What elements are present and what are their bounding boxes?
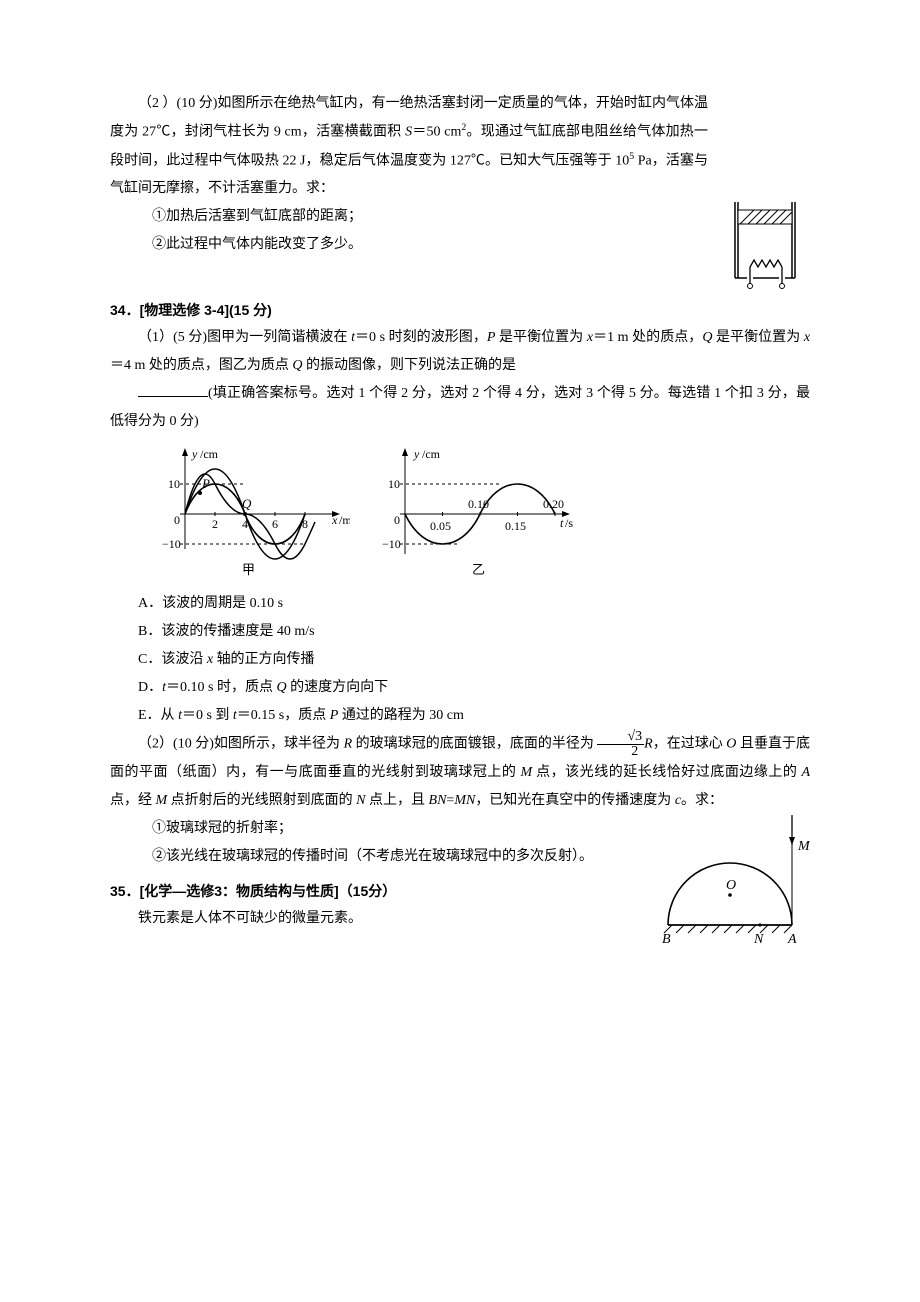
q33-2-sub2: ②此过程中气体内能改变了多少。 — [110, 231, 708, 259]
d2: ＝0.10 s 时，质点 — [166, 680, 276, 695]
e1: E．从 — [138, 708, 178, 723]
svg-text:4: 4 — [242, 517, 248, 531]
MN1: MN — [454, 793, 475, 808]
Q-sym-1: Q — [702, 330, 712, 345]
g1: （2）(10 分)如图所示，球半径为 — [138, 737, 344, 752]
svg-text:/m: /m — [339, 513, 350, 527]
optC: C．该波沿 x 轴的正方向传播 — [110, 646, 810, 674]
q33-2-block: （2 ）(10 分)如图所示在绝热气缸内，有一绝热活塞封闭一定质量的气体，开始时… — [110, 90, 810, 290]
optA: A．该波的周期是 0.10 s — [110, 590, 810, 618]
t6: ＝4 m 处的质点，图乙为质点 — [110, 358, 292, 373]
svg-text:B: B — [662, 932, 671, 947]
S-eq: ＝50 cm — [412, 125, 461, 140]
q34-header: 34．[物理选修 3-4](15 分) — [110, 296, 810, 324]
q33-2-sub1: ①加热后活塞到气缸底部的距离； — [110, 203, 708, 231]
g6: 点，经 — [110, 793, 156, 808]
svg-text:O: O — [726, 878, 736, 893]
R1: R — [344, 737, 353, 752]
svg-text:0.05: 0.05 — [430, 519, 451, 533]
svg-text:−10: −10 — [162, 537, 181, 551]
svg-text:N: N — [753, 932, 764, 947]
svg-text:0.20: 0.20 — [543, 497, 564, 511]
g8: 点上，且 — [366, 793, 429, 808]
chart-yi: y/cm t/s 10 0 −10 0.05 0.10 0.15 0.20 乙 — [370, 444, 580, 584]
piston-figure — [720, 200, 810, 290]
svg-text:t: t — [560, 516, 564, 530]
optD: D．t＝0.10 s 时，质点 Q 的速度方向向下 — [110, 674, 810, 702]
e4: 通过的路程为 30 cm — [338, 708, 464, 723]
answer-blank[interactable] — [138, 382, 208, 397]
frac-r: √32 — [597, 730, 644, 759]
g7: 点折射后的光线照射到底面的 — [167, 793, 356, 808]
svg-text:0: 0 — [394, 513, 400, 527]
M1: M — [520, 765, 532, 780]
optE: E．从 t＝0 s 到 t＝0.15 s，质点 P 通过的路程为 30 cm — [110, 702, 810, 730]
svg-text:0.10: 0.10 — [468, 497, 489, 511]
q34-2-para: （2）(10 分)如图所示，球半径为 R 的玻璃球冠的底面镀银，底面的半径为 √… — [110, 730, 810, 815]
g9: ，已知光在真空中的传播速度为 — [475, 793, 675, 808]
svg-text:0.15: 0.15 — [505, 519, 526, 533]
svg-text:A: A — [787, 932, 797, 947]
q34-2-sub-row: ①玻璃球冠的折射率； ②该光线在玻璃球冠的传播时间（不考虑光在玻璃球冠中的多次反… — [110, 815, 810, 950]
A1: A — [801, 765, 810, 780]
svg-text:6: 6 — [272, 517, 278, 531]
g2: 的玻璃球冠的底面镀银，底面的半径为 — [352, 737, 597, 752]
t5: 是平衡位置为 — [712, 330, 803, 345]
hint-text: (填正确答案标号。选对 1 个得 2 分，选对 2 个得 4 分，选对 3 个得… — [110, 386, 810, 429]
svg-text:10: 10 — [388, 477, 400, 491]
Q-sym-2: Q — [292, 358, 302, 373]
optB: B．该波的传播速度是 40 m/s — [110, 618, 810, 646]
svg-text:0: 0 — [174, 513, 180, 527]
q35-header: 35．[化学—选修3：物质结构与性质]（15分） — [110, 877, 638, 905]
svg-text:乙: 乙 — [472, 562, 485, 577]
t3: 是平衡位置为 — [495, 330, 586, 345]
N1: N — [356, 793, 365, 808]
dome-figure: M O B N A — [650, 815, 810, 950]
wave-charts: y/cm x/m 10 0 −10 2 4 6 8 P Q 甲 — [150, 444, 810, 584]
t2: ＝0 s 时刻的波形图， — [355, 330, 487, 345]
svg-text:Q: Q — [242, 496, 252, 511]
e2: ＝0 s 到 — [182, 708, 233, 723]
svg-text:/s: /s — [565, 516, 573, 530]
svg-text:8: 8 — [302, 517, 308, 531]
g10: 。求： — [681, 793, 723, 808]
svg-text:甲: 甲 — [242, 562, 255, 577]
g5: 点，该光线的延长线恰好过底面边缘上的 — [532, 765, 801, 780]
M2: M — [156, 793, 168, 808]
svg-text:M: M — [797, 839, 810, 854]
q34-2-sub2: ②该光线在玻璃球冠的传播时间（不考虑光在玻璃球冠中的多次反射）。 — [110, 843, 638, 871]
g3: ，在过球心 — [653, 737, 727, 752]
q34-1-hint: (填正确答案标号。选对 1 个得 2 分，选对 2 个得 4 分，选对 3 个得… — [110, 380, 810, 436]
svg-text:y: y — [413, 447, 420, 461]
q33-2-para: （2 ）(10 分)如图所示在绝热气缸内，有一绝热活塞封闭一定质量的气体，开始时… — [110, 90, 708, 203]
q35-line1: 铁元素是人体不可缺少的微量元素。 — [110, 905, 638, 933]
t1: （1）(5 分)图甲为一列简谐横波在 — [138, 330, 351, 345]
svg-text:P: P — [201, 476, 210, 491]
chart-jia: y/cm x/m 10 0 −10 2 4 6 8 P Q 甲 — [150, 444, 350, 584]
svg-text:/cm: /cm — [422, 447, 441, 461]
d1: D． — [138, 680, 162, 695]
t7: 的振动图像，则下列说法正确的是 — [303, 358, 517, 373]
svg-text:2: 2 — [212, 517, 218, 531]
O1: O — [726, 737, 736, 752]
x-sym-2: x — [804, 330, 810, 345]
svg-text:10: 10 — [168, 477, 180, 491]
t4: ＝1 m 处的质点， — [593, 330, 702, 345]
BN1: BN — [429, 793, 447, 808]
q34-2-sub1: ①玻璃球冠的折射率； — [110, 815, 638, 843]
svg-text:−10: −10 — [382, 537, 401, 551]
d3: 的速度方向向下 — [287, 680, 389, 695]
Q-sym-3: Q — [276, 680, 286, 695]
c1: C．该波沿 — [138, 652, 207, 667]
e3: ＝0.15 s，质点 — [237, 708, 330, 723]
c2: 轴的正方向传播 — [213, 652, 315, 667]
R2: R — [644, 737, 653, 752]
q34-1-para: （1）(5 分)图甲为一列简谐横波在 t＝0 s 时刻的波形图，P 是平衡位置为… — [110, 324, 810, 380]
